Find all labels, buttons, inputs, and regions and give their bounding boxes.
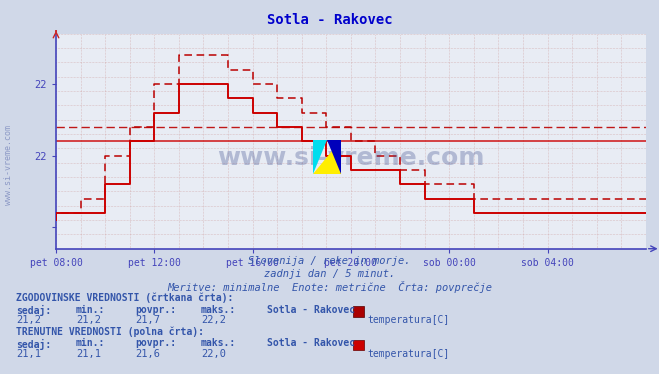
Polygon shape [327, 140, 341, 174]
Text: temperatura[C]: temperatura[C] [368, 315, 450, 325]
Text: zadnji dan / 5 minut.: zadnji dan / 5 minut. [264, 269, 395, 279]
Text: sedaj:: sedaj: [16, 338, 51, 349]
Polygon shape [313, 140, 327, 174]
Text: 21,1: 21,1 [16, 349, 42, 359]
Text: Meritve: minimalne  Enote: metrične  Črta: povprečje: Meritve: minimalne Enote: metrične Črta:… [167, 281, 492, 293]
Text: maks.:: maks.: [201, 338, 236, 349]
Text: 22,0: 22,0 [201, 349, 226, 359]
Text: povpr.:: povpr.: [135, 338, 176, 349]
Text: min.:: min.: [76, 338, 105, 349]
Text: 21,2: 21,2 [16, 315, 42, 325]
Polygon shape [313, 140, 341, 174]
Text: min.:: min.: [76, 305, 105, 315]
Text: www.si-vreme.com: www.si-vreme.com [4, 125, 13, 205]
Text: www.si-vreme.com: www.si-vreme.com [217, 146, 484, 171]
Text: ZGODOVINSKE VREDNOSTI (črtkana črta):: ZGODOVINSKE VREDNOSTI (črtkana črta): [16, 292, 234, 303]
Text: 21,1: 21,1 [76, 349, 101, 359]
Text: Slovenija / reke in morje.: Slovenija / reke in morje. [248, 256, 411, 266]
Text: sedaj:: sedaj: [16, 305, 51, 316]
Text: maks.:: maks.: [201, 305, 236, 315]
Text: povpr.:: povpr.: [135, 305, 176, 315]
Text: Sotla - Rakovec: Sotla - Rakovec [267, 338, 355, 349]
Text: TRENUTNE VREDNOSTI (polna črta):: TRENUTNE VREDNOSTI (polna črta): [16, 326, 204, 337]
Text: 21,7: 21,7 [135, 315, 160, 325]
Text: Sotla - Rakovec: Sotla - Rakovec [267, 13, 392, 27]
Text: 21,2: 21,2 [76, 315, 101, 325]
Text: 22,2: 22,2 [201, 315, 226, 325]
Text: 21,6: 21,6 [135, 349, 160, 359]
Text: Sotla - Rakovec: Sotla - Rakovec [267, 305, 355, 315]
Text: temperatura[C]: temperatura[C] [368, 349, 450, 359]
